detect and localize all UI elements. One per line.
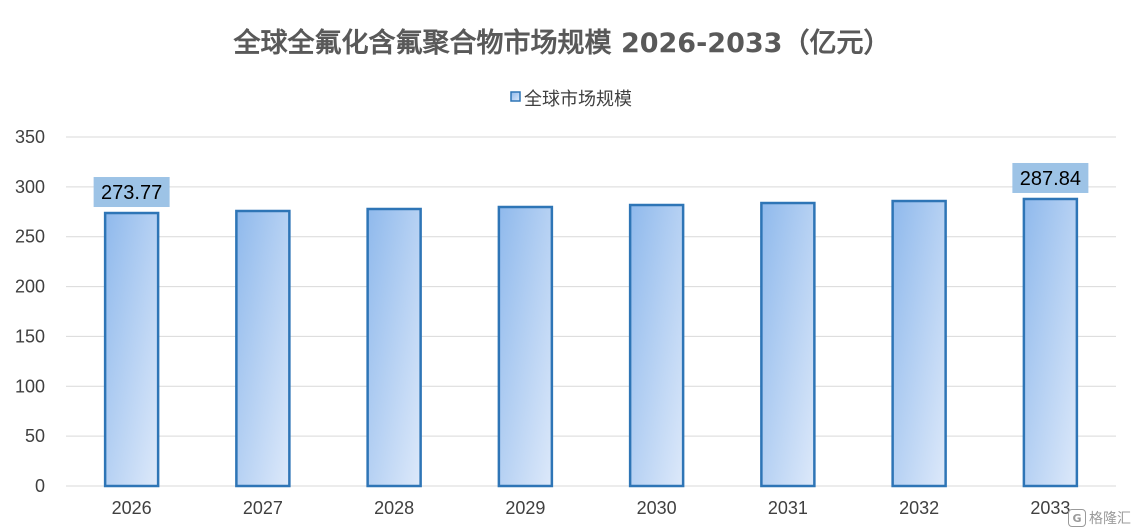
x-tick-label: 2033 — [1030, 498, 1070, 518]
y-tick-label: 0 — [35, 476, 45, 496]
bar-2027 — [235, 209, 291, 488]
y-tick-label: 200 — [15, 277, 45, 297]
data-label-box — [1012, 162, 1089, 193]
bars — [103, 197, 1079, 488]
data-label-text: 273.77 — [101, 182, 162, 204]
x-tick-label: 2026 — [112, 498, 152, 518]
data-label-text: 287.84 — [1020, 168, 1081, 190]
y-axis-ticks: 0 50 100 150 200 250 300 350 — [15, 127, 45, 496]
legend: 全球市场规模 — [510, 89, 632, 110]
x-tick-label: 2027 — [243, 498, 283, 518]
legend-label: 全球市场规模 — [524, 89, 632, 110]
legend-swatch — [510, 91, 521, 102]
data-label-box — [93, 177, 170, 208]
x-tick-label: 2029 — [505, 498, 545, 518]
y-tick-label: 100 — [15, 376, 45, 396]
x-tick-label: 2032 — [899, 498, 939, 518]
bar-2026 — [103, 211, 160, 488]
y-tick-label: 350 — [15, 127, 45, 147]
bar-2029 — [497, 205, 554, 488]
watermark-logo-icon: G — [1068, 509, 1086, 527]
data-label-2033: 287.84 — [1012, 162, 1089, 193]
bar-2032 — [891, 199, 947, 488]
bar-2028 — [366, 207, 422, 488]
data-labels: 273.77 287.84 — [93, 162, 1089, 208]
data-label-2026: 273.77 — [93, 177, 170, 208]
bar-2033 — [1022, 197, 1079, 488]
chart-title: 全球全氟化含氟聚合物市场规模 2026-2033（亿元） — [233, 27, 891, 59]
y-tick-label: 50 — [25, 426, 45, 446]
y-tick-label: 300 — [15, 177, 45, 197]
watermark: G 格隆汇 — [1068, 508, 1131, 528]
y-tick-label: 150 — [15, 326, 45, 346]
x-axis-ticks: 2026 2027 2028 2029 2030 2031 2032 2033 — [112, 498, 1071, 518]
x-tick-label: 2030 — [637, 498, 677, 518]
x-tick-label: 2031 — [768, 498, 808, 518]
bar-2031 — [760, 201, 816, 488]
y-tick-label: 250 — [15, 227, 45, 247]
watermark-text: 格隆汇 — [1089, 511, 1131, 527]
bar-2030 — [628, 203, 685, 488]
x-tick-label: 2028 — [374, 498, 414, 518]
gridlines — [66, 136, 1116, 487]
